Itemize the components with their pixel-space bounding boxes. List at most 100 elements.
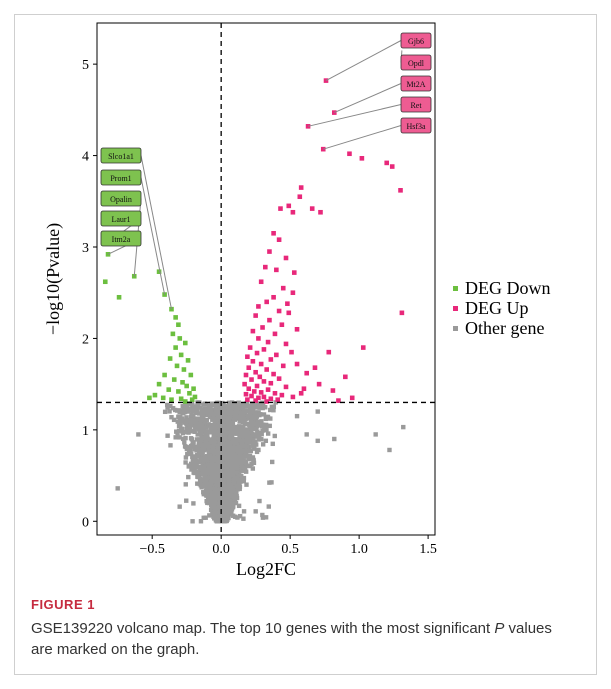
other-gene-point <box>252 410 258 415</box>
other-gene-point <box>183 460 188 465</box>
other-gene-point <box>212 453 217 459</box>
other-gene-point <box>188 446 193 452</box>
other-gene-point <box>189 429 194 434</box>
other-gene-point <box>253 425 259 431</box>
other-gene-point <box>212 469 217 474</box>
other-gene-point <box>216 467 221 472</box>
other-gene-point <box>195 481 200 486</box>
deg-down-point <box>176 389 181 394</box>
other-gene-point <box>244 435 250 440</box>
other-gene-point <box>165 405 170 410</box>
other-gene-point <box>270 407 275 412</box>
other-gene-point <box>239 464 244 469</box>
deg-up-point <box>260 325 265 330</box>
other-gene-point <box>204 468 210 473</box>
other-gene-point <box>186 430 191 435</box>
y-tick-label: 3 <box>82 241 89 256</box>
deg-up-point <box>276 308 282 314</box>
other-gene-point <box>176 423 182 429</box>
gene-label-text: Opalin <box>110 195 132 204</box>
deg-down-point <box>152 392 158 398</box>
other-gene-point <box>217 508 222 513</box>
other-gene-point <box>194 458 199 464</box>
other-gene-point <box>265 431 271 436</box>
other-gene-point <box>215 480 220 486</box>
other-gene-point <box>195 464 200 470</box>
other-gene-point <box>217 407 222 412</box>
gene-label-box <box>400 75 432 92</box>
gene-label-box <box>100 210 142 227</box>
other-gene-point <box>236 503 242 509</box>
other-gene-point <box>228 428 233 434</box>
other-gene-point <box>253 405 259 410</box>
other-gene-point <box>231 458 236 463</box>
other-gene-point <box>225 421 231 426</box>
deg-down-point <box>189 397 195 402</box>
other-gene-point <box>244 446 249 452</box>
deg-up-point <box>271 294 276 300</box>
gene-label-box <box>400 54 432 71</box>
other-gene-point <box>183 455 189 460</box>
other-gene-point <box>184 498 189 503</box>
other-gene-point <box>235 441 240 446</box>
deg-up-point <box>283 341 289 347</box>
deg-up-point <box>384 160 390 166</box>
other-gene-point <box>238 417 243 422</box>
deg-up-point <box>258 361 264 367</box>
other-gene-point <box>188 401 194 406</box>
deg-up-point <box>258 390 264 395</box>
other-gene-point <box>214 417 220 422</box>
deg-down-point <box>171 377 177 382</box>
other-gene-point <box>235 401 240 407</box>
other-gene-point <box>387 447 392 453</box>
other-gene-point <box>208 437 213 442</box>
other-gene-point <box>263 438 269 443</box>
legend-label: DEG Down <box>465 278 551 298</box>
other-gene-point <box>226 445 231 451</box>
gene-label-connector <box>325 40 402 82</box>
deg-up-point <box>271 230 276 236</box>
other-gene-point <box>260 403 266 408</box>
other-gene-point <box>198 519 204 524</box>
other-gene-point <box>212 401 217 407</box>
other-gene-point <box>263 414 269 420</box>
other-gene-point <box>206 448 212 454</box>
other-gene-point <box>188 461 194 467</box>
other-gene-point <box>191 404 197 409</box>
other-gene-point <box>249 428 254 434</box>
deg-up-point <box>289 349 294 355</box>
deg-down-point <box>178 396 184 402</box>
other-gene-point <box>197 459 202 464</box>
x-tick-label: 0.0 <box>212 542 230 557</box>
other-gene-point <box>269 404 275 410</box>
deg-up-point <box>271 371 276 377</box>
legend-marker <box>453 286 458 291</box>
other-gene-point <box>221 483 226 488</box>
other-gene-point <box>189 437 195 442</box>
other-gene-point <box>266 504 271 509</box>
deg-up-point <box>359 156 365 161</box>
other-gene-point <box>201 447 207 453</box>
deg-up-point <box>294 361 300 367</box>
gene-label-connector <box>140 155 172 310</box>
other-gene-point <box>195 454 201 459</box>
other-gene-point <box>228 410 233 416</box>
deg-down-point <box>173 315 178 320</box>
other-gene-point <box>225 443 230 448</box>
deg-up-point <box>398 188 403 193</box>
other-gene-point <box>220 401 225 406</box>
other-gene-point <box>226 400 232 406</box>
other-gene-point <box>184 409 189 414</box>
other-gene-point <box>211 416 216 421</box>
other-gene-point <box>206 462 212 468</box>
other-gene-point <box>222 411 228 416</box>
other-gene-point <box>203 515 208 520</box>
other-gene-point <box>208 407 213 412</box>
other-gene-point <box>200 451 205 456</box>
other-gene-point <box>206 488 212 493</box>
other-gene-point <box>260 512 265 518</box>
deg-up-point <box>286 310 292 316</box>
other-gene-point <box>214 451 220 456</box>
other-gene-point <box>252 446 257 451</box>
other-gene-point <box>181 410 186 416</box>
